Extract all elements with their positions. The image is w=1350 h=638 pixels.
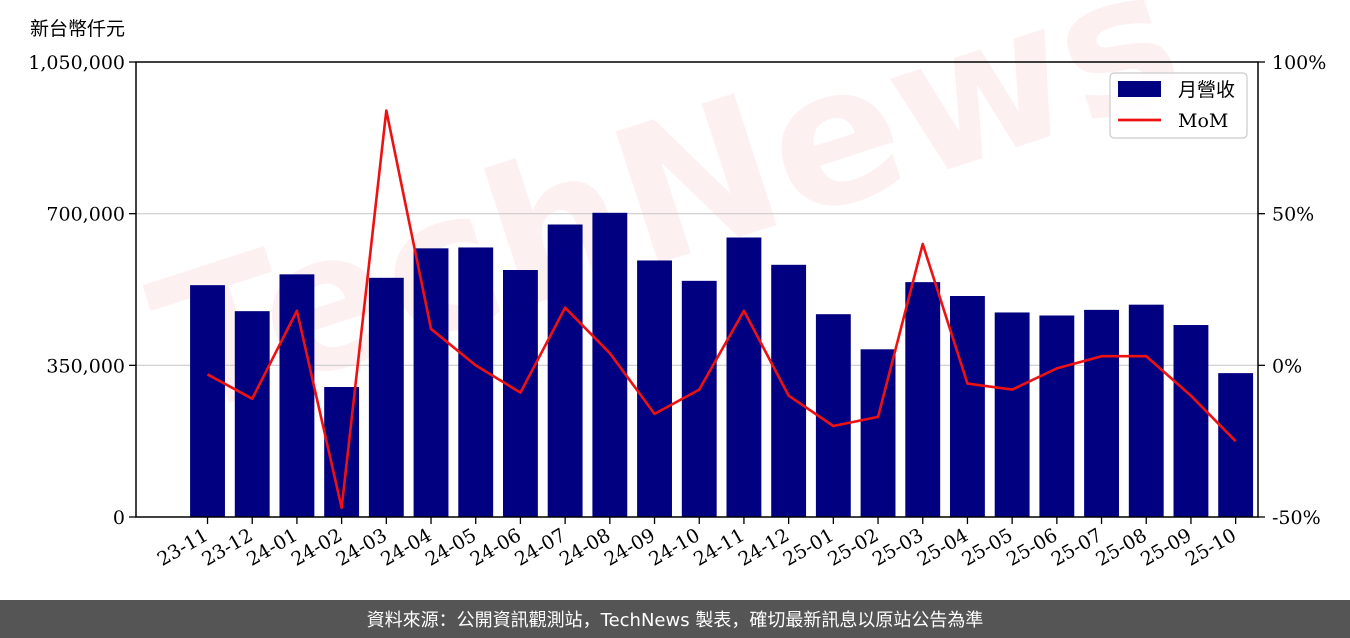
mom-line [206, 109, 1237, 510]
bar-24-04 [413, 248, 449, 518]
x-tick-label-25-10: 25-10 [1182, 524, 1240, 570]
bar-24-07 [547, 224, 583, 517]
bar-25-06 [1039, 315, 1075, 517]
x-tick-label-24-08: 24-08 [556, 524, 614, 570]
bar-25-02 [860, 349, 896, 517]
y-axis-unit-label: 新台幣仟元 [30, 18, 126, 40]
x-tick-label-25-08: 25-08 [1092, 524, 1150, 570]
x-tick-label-25-05: 25-05 [958, 524, 1016, 570]
bar-series [190, 212, 1254, 518]
left-tick-label: 1,050,000 [28, 52, 125, 74]
x-tick-label-25-09: 25-09 [1137, 524, 1195, 570]
x-tick-label-24-11: 24-11 [690, 524, 748, 570]
plot-frame [135, 61, 1259, 518]
right-tick-label: -50% [1272, 507, 1321, 529]
bar-24-11 [726, 237, 762, 517]
x-tick-label-24-01: 24-01 [243, 524, 301, 570]
x-tick-label-25-07: 25-07 [1048, 524, 1106, 570]
revenue-chart: 0 350,000 700,000 1,050,000 -50% 0% 50% 100% 23-… [28, 52, 1326, 571]
left-tick-label: 350,000 [46, 355, 125, 377]
x-tick-label-25-06: 25-06 [1003, 524, 1061, 570]
right-tick-label: 50% [1272, 204, 1314, 226]
x-tick-label-25-04: 25-04 [914, 524, 972, 570]
bar-24-12 [771, 264, 807, 517]
bar-24-05 [458, 247, 494, 517]
x-tick-label-24-05: 24-05 [422, 524, 480, 570]
bar-25-01 [815, 314, 851, 517]
bar-25-07 [1084, 309, 1119, 517]
bar-23-12 [234, 311, 270, 517]
x-tick-label-25-01: 25-01 [779, 524, 837, 570]
x-tick-label-23-11: 23-11 [154, 524, 212, 570]
x-tick-label-24-06: 24-06 [466, 524, 524, 570]
bar-25-05 [994, 312, 1030, 517]
x-tick-label-24-10: 24-10 [645, 524, 703, 570]
x-tick-label-24-04: 24-04 [377, 524, 435, 570]
legend-label-bar: 月營收 [1178, 79, 1235, 101]
right-tick-label: 0% [1272, 355, 1302, 377]
x-tick-label-24-03: 24-03 [332, 524, 390, 570]
bar-24-08 [592, 212, 628, 518]
bar-24-10 [681, 280, 717, 517]
bar-23-11 [190, 285, 225, 517]
bar-24-09 [637, 260, 672, 517]
x-tick-label-23-12: 23-12 [198, 524, 256, 570]
legend: 月營收 MoM [1109, 72, 1248, 139]
bar-25-10 [1218, 373, 1254, 517]
left-tick-label: 700,000 [46, 204, 125, 226]
bar-24-03 [368, 277, 404, 517]
x-tick-label-24-02: 24-02 [288, 524, 346, 570]
x-tick-label-24-12: 24-12 [735, 524, 793, 570]
left-tick-label: 0 [113, 507, 125, 529]
footer-source-note: 資料來源：公開資訊觀測站，TechNews 製表，確切最新訊息以原站公告為準 [0, 600, 1350, 638]
x-tick-label-25-02: 25-02 [824, 524, 882, 570]
x-tick-label-24-07: 24-07 [511, 524, 569, 570]
bar-25-04 [950, 296, 985, 517]
right-tick-label: 100% [1272, 52, 1326, 74]
x-tick-label-25-03: 25-03 [869, 524, 927, 570]
legend-label-line: MoM [1178, 110, 1228, 132]
x-tick-label-24-09: 24-09 [601, 524, 659, 570]
bar-25-08 [1128, 304, 1164, 517]
line-series [206, 109, 1237, 510]
legend-swatch-bar [1118, 81, 1161, 97]
bar-25-09 [1173, 325, 1209, 517]
bar-25-03 [905, 282, 941, 517]
